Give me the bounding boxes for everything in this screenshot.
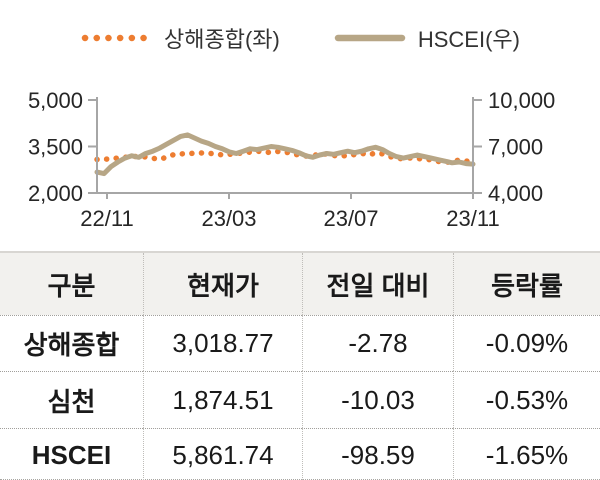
legend-item-shanghai: 상해종합(좌) (80, 22, 280, 54)
current-price-cell: 5,861.74 (143, 428, 302, 480)
daily-change-cell: -10.03 (302, 371, 453, 428)
solid-line-swatch-icon (334, 34, 406, 42)
svg-text:23/11: 23/11 (446, 206, 499, 231)
dual-axis-line-chart: 5,000 10,000 3,500 7,000 2,000 4,000 22/11 23/0… (28, 88, 555, 231)
row-label: HSCEI (0, 428, 143, 480)
svg-text:23/07: 23/07 (323, 206, 378, 231)
pct-change-cell: -1.65% (453, 428, 600, 480)
column-header: 구분 (0, 253, 143, 315)
svg-text:10,000: 10,000 (488, 88, 555, 113)
svg-text:23/03: 23/03 (201, 206, 256, 231)
index-quote-table: 구분 현재가 전일 대비 등락률 상해종합 3,018.77 -2.78 -0.… (0, 251, 600, 480)
column-header: 등락률 (453, 253, 600, 315)
legend-item-hscei: HSCEI(우) (334, 22, 520, 54)
chart-legend: 상해종합(좌) HSCEI(우) (0, 22, 600, 54)
svg-text:3,500: 3,500 (28, 135, 83, 160)
svg-text:4,000: 4,000 (488, 181, 543, 206)
legend-label-hscei: HSCEI(우) (417, 27, 520, 52)
dotted-line-swatch-icon (81, 34, 151, 42)
daily-change-cell: -2.78 (302, 315, 453, 371)
pct-change-cell: -0.53% (453, 371, 600, 428)
current-price-cell: 3,018.77 (143, 315, 302, 371)
column-header: 전일 대비 (302, 253, 453, 315)
daily-change-cell: -98.59 (302, 428, 453, 480)
pct-change-cell: -0.09% (453, 315, 600, 371)
svg-text:7,000: 7,000 (488, 135, 543, 160)
row-label: 심천 (0, 371, 143, 428)
column-header: 현재가 (143, 253, 302, 315)
legend-label-shanghai: 상해종합(좌) (164, 27, 280, 52)
svg-text:2,000: 2,000 (28, 181, 83, 206)
svg-text:5,000: 5,000 (28, 88, 83, 113)
row-label: 상해종합 (0, 315, 143, 371)
svg-text:22/11: 22/11 (80, 206, 133, 231)
current-price-cell: 1,874.51 (143, 371, 302, 428)
